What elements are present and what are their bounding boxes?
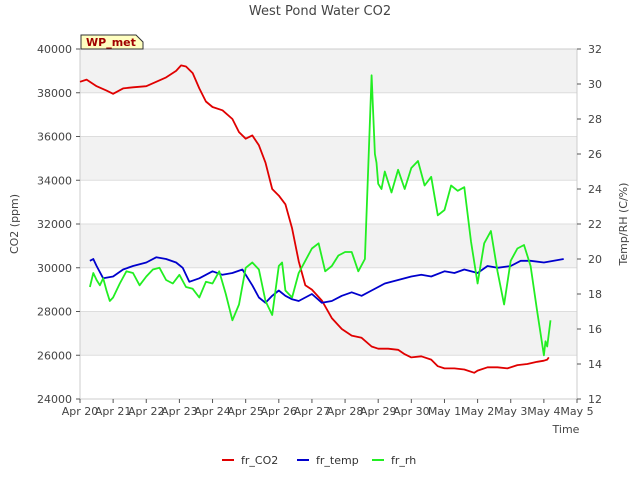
site-badge: WP_met bbox=[80, 34, 144, 50]
legend-label-fr_temp: fr_temp bbox=[316, 454, 359, 467]
y-axis-left-label: CO2 (ppm) bbox=[8, 194, 21, 254]
x-tick-label: May 5 bbox=[560, 405, 593, 418]
series-line-fr_temp bbox=[89, 256, 564, 304]
legend: fr_CO2 fr_temp fr_rh bbox=[222, 454, 416, 467]
grid-band bbox=[80, 136, 577, 181]
y-left-tick-label: 36000 bbox=[37, 131, 72, 144]
y-right-tick-label: 24 bbox=[588, 183, 602, 196]
legend-label-fr_rh: fr_rh bbox=[391, 454, 416, 467]
x-tick-label: Apr 20 bbox=[62, 405, 99, 418]
x-tick-label: Apr 29 bbox=[360, 405, 397, 418]
chart-title: West Pond Water CO2 bbox=[249, 4, 391, 19]
y-left-tick-label: 24000 bbox=[37, 393, 72, 406]
series-line-fr_rh bbox=[89, 74, 552, 357]
y-right-tick-label: 32 bbox=[588, 43, 602, 56]
y-right-tick-label: 26 bbox=[588, 148, 602, 161]
grid-band bbox=[80, 92, 577, 137]
grid-band bbox=[80, 355, 577, 399]
x-tick-label: Apr 30 bbox=[393, 405, 430, 418]
y-left-tick-label: 34000 bbox=[37, 174, 72, 187]
x-tick-label: Apr 21 bbox=[95, 405, 132, 418]
x-tick-label: Apr 24 bbox=[194, 405, 231, 418]
y-right-tick-label: 12 bbox=[588, 393, 602, 406]
grid-band bbox=[80, 311, 577, 356]
x-tick-label: Apr 22 bbox=[128, 405, 165, 418]
y-right-tick-label: 20 bbox=[588, 253, 602, 266]
y-right-tick-label: 18 bbox=[588, 288, 602, 301]
plot-background-bands bbox=[80, 48, 577, 400]
y-left-tick-label: 30000 bbox=[37, 262, 72, 275]
grid-band bbox=[80, 267, 577, 312]
y-left-tick-label: 26000 bbox=[37, 349, 72, 362]
y-right-tick-label: 22 bbox=[588, 218, 602, 231]
y-right-tick-label: 30 bbox=[588, 78, 602, 91]
site-badge-box bbox=[80, 34, 144, 50]
x-tick-label: May 3 bbox=[494, 405, 527, 418]
grid-band bbox=[80, 49, 577, 93]
x-tick-label: May 1 bbox=[428, 405, 461, 418]
legend-label-fr_CO2: fr_CO2 bbox=[241, 454, 278, 467]
grid-band bbox=[80, 224, 577, 268]
series-layer bbox=[79, 64, 564, 374]
x-tick-label: May 2 bbox=[461, 405, 494, 418]
y-left-tick-label: 40000 bbox=[37, 43, 72, 56]
x-tick-label: Apr 25 bbox=[227, 405, 264, 418]
y-left-tick-label: 38000 bbox=[37, 87, 72, 100]
grid-band bbox=[80, 180, 577, 224]
x-tick-label: Apr 23 bbox=[161, 405, 198, 418]
y-right-tick-label: 28 bbox=[588, 113, 602, 126]
y-right-tick-label: 16 bbox=[588, 323, 602, 336]
y-axis-right-label: Temp/RH (C/%) bbox=[617, 183, 630, 267]
x-tick-label: May 4 bbox=[527, 405, 560, 418]
x-tick-label: Apr 26 bbox=[261, 405, 298, 418]
y-right-tick-label: 14 bbox=[588, 358, 602, 371]
y-left-tick-label: 32000 bbox=[37, 218, 72, 231]
y-left-tick-label: 28000 bbox=[37, 306, 72, 319]
x-axis-label: Time bbox=[552, 423, 580, 436]
x-tick-label: Apr 27 bbox=[294, 405, 331, 418]
x-tick-label: Apr 28 bbox=[327, 405, 364, 418]
site-badge-label: WP_met bbox=[86, 36, 136, 49]
series-line-fr_CO2 bbox=[79, 64, 550, 374]
